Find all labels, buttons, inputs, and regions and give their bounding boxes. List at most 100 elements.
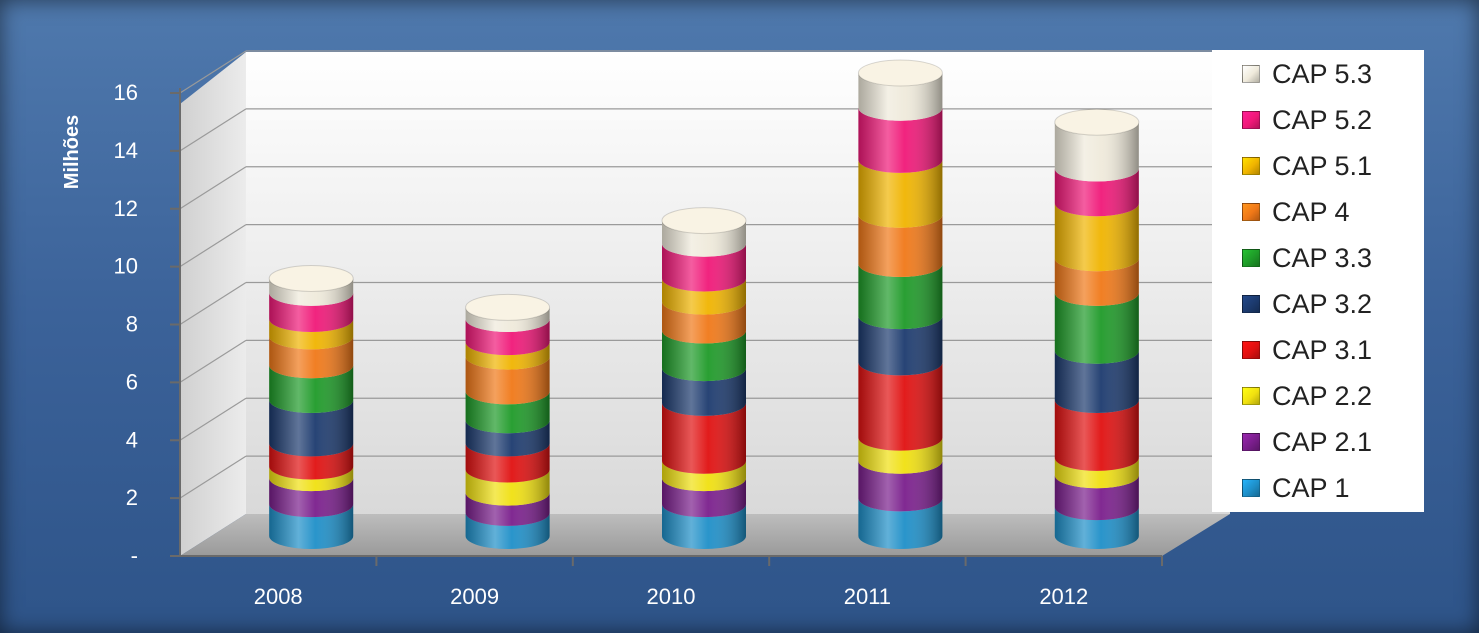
legend-item: CAP 1 (1242, 468, 1350, 508)
legend-label: CAP 3.1 (1272, 334, 1373, 365)
legend-label: CAP 5.1 (1272, 150, 1373, 181)
bar-segment-shading (269, 278, 354, 306)
bar-segment-shading (858, 498, 943, 549)
bar-segment-shading (269, 292, 354, 332)
bar-segment-shading (1054, 457, 1139, 489)
bar-stack-2012 (1054, 108, 1140, 549)
bar-segment-shading (465, 391, 550, 434)
legend-item: CAP 2.1 (1242, 422, 1372, 462)
bar-segment-shading (662, 504, 746, 549)
bar-segment-shading (465, 342, 550, 370)
bar-segment-shading (858, 362, 943, 451)
bar-segment-shading (858, 316, 943, 376)
legend-item: CAP 3.3 (1242, 238, 1372, 278)
gridline-side (179, 397, 247, 441)
y-tick-label: 14 (114, 138, 138, 163)
bar-top-cap (661, 207, 747, 235)
bar-segment-shading (1054, 475, 1139, 521)
y-axis-title: Milhões (61, 115, 83, 189)
legend-swatch (1242, 203, 1260, 221)
legend-label: CAP 2.2 (1272, 380, 1373, 411)
y-tick-label: 2 (126, 485, 138, 510)
bar-segment-shading (465, 512, 550, 549)
bar-segment-shading (269, 336, 354, 379)
legend-swatch (1242, 341, 1260, 359)
legend-swatch (1242, 157, 1260, 175)
bar-segment-shading (662, 330, 746, 382)
bar-segment-shading (269, 466, 354, 492)
bar-segment-shading (662, 478, 746, 518)
bar-segment-shading (269, 504, 354, 549)
bar-segment-shading (858, 73, 943, 121)
bar-segment-shading (465, 318, 550, 356)
y-tick-label: 8 (126, 312, 138, 337)
y-tick-label: 16 (114, 80, 138, 105)
bar-segment-shading (662, 368, 746, 416)
legend-item: CAP 3.1 (1242, 330, 1372, 370)
bar-segment-shading (1054, 507, 1139, 549)
legend-label: CAP 2.1 (1272, 426, 1373, 457)
bar-segment-shading (465, 492, 550, 526)
bar-segment-shading (465, 307, 550, 332)
legend-item: CAP 5.2 (1242, 100, 1372, 140)
legend-swatch (1242, 387, 1260, 405)
bar-segment-shading (662, 402, 746, 474)
bar-segment-shading (662, 243, 746, 292)
bar-segment-shading (858, 107, 943, 173)
bar-segment-shading (858, 263, 943, 330)
bar-segment-shading (269, 399, 354, 457)
bar-segment-shading (465, 420, 550, 457)
gridline-side (179, 281, 247, 326)
bar-segment-shading (662, 278, 746, 315)
bar-segment-shading (662, 460, 746, 492)
legend-item: CAP 4 (1242, 192, 1350, 232)
bar-segment-shading (269, 318, 354, 350)
legend: CAP 5.3 CAP 5.2 CAP 5.1 CAP 4 CAP 3.3 CAP 3.2… (1212, 50, 1424, 512)
legend-label: CAP 4 (1272, 196, 1350, 227)
y-tick-label: 10 (114, 254, 138, 279)
legend-label: CAP 1 (1272, 472, 1350, 503)
y-tick-label: 4 (126, 427, 138, 452)
bar-segment-shading (662, 220, 746, 257)
legend-label: CAP 3.3 (1272, 242, 1373, 273)
x-tick-label: 2010 (647, 584, 696, 609)
gridline-side (179, 339, 247, 383)
bar-segment-shading (858, 437, 943, 474)
x-tick-label: 2009 (450, 584, 499, 609)
gridline-side (179, 166, 247, 210)
gridline-side (179, 224, 247, 268)
legend-swatch (1242, 249, 1260, 267)
legend-swatch (1242, 295, 1260, 313)
legend-item: CAP 5.3 (1242, 54, 1372, 94)
bars (268, 59, 1140, 549)
gridline-side (179, 108, 247, 152)
bar-stack-2011 (857, 59, 943, 549)
bar-segment-shading (269, 365, 354, 413)
bar-segment-shading (1054, 258, 1139, 306)
bar-stack-2008 (268, 264, 354, 549)
legend-label: CAP 3.2 (1272, 288, 1373, 319)
bar-segment-shading (1054, 399, 1139, 471)
axis-labels: - 2 4 6 8 10 12 14 16 Milhões 2008 2009 2010 2011 2012 (61, 80, 1088, 609)
bar-segment-shading (858, 159, 943, 228)
bar-segment-shading (465, 469, 550, 506)
bar-top-cap (268, 264, 354, 292)
x-tick-label: 2012 (1039, 584, 1088, 609)
bar-segment-shading (662, 301, 746, 344)
bar-top-cap (857, 59, 943, 87)
bar-stack-2009 (465, 293, 551, 549)
legend-item: CAP 3.2 (1242, 284, 1372, 324)
bar-segment-shading (1054, 168, 1139, 217)
legend-label: CAP 5.3 (1272, 58, 1373, 89)
bar-segment-shading (858, 214, 943, 277)
bar-top-cap (1054, 108, 1140, 136)
bar-top-cap (465, 293, 551, 321)
bar-segment-shading (1054, 203, 1139, 272)
bar-segment-shading (1054, 292, 1139, 364)
y-tick-label: 12 (114, 196, 138, 221)
y-tick-label: - (131, 543, 138, 568)
legend-swatch (1242, 65, 1260, 83)
legend-label: CAP 5.2 (1272, 104, 1373, 135)
legend-item: CAP 5.1 (1242, 146, 1372, 186)
